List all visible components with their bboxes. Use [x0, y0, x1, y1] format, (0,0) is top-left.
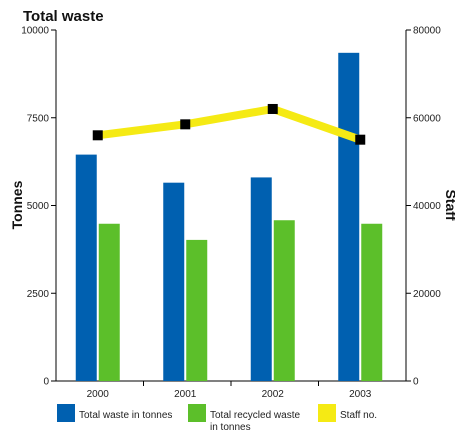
y-tick-label: 7500: [27, 113, 50, 124]
y-axis-title: Tonnes: [9, 180, 25, 229]
y-tick-label: 0: [43, 377, 49, 388]
bar-recycled-waste-2003: [361, 223, 383, 381]
bar-total-waste-2003: [338, 52, 360, 381]
plot-area: 0 2500 5000 7500 10000 0 20000 40000 60000 80000 2…: [21, 26, 441, 401]
staff-marker-2002: [267, 103, 278, 114]
y2-axis-title: Staff: [443, 189, 455, 220]
staff-line: [97, 104, 362, 144]
y-tick-label: 5000: [27, 201, 50, 212]
legend-label: Staff no.: [340, 410, 377, 421]
y-tick-label: 2500: [27, 289, 50, 300]
legend-swatch: [318, 404, 336, 422]
legend: Total waste in tonnes Total recycled wast…: [57, 404, 377, 433]
y-tick-label: 10000: [21, 26, 49, 37]
y2-tick-label: 40000: [413, 201, 441, 212]
bar-total-waste-2001: [163, 182, 185, 381]
y2-tick-label: 0: [413, 377, 419, 388]
staff-marker-2000: [92, 130, 103, 141]
legend-label: Total waste in tonnes: [79, 410, 172, 421]
y2-tick-label: 20000: [413, 289, 441, 300]
legend-swatch: [188, 404, 206, 422]
staff-marker-2003: [355, 134, 366, 145]
legend-label: in tonnes: [210, 422, 251, 433]
staff-marker-2001: [180, 119, 191, 130]
bar-total-waste-2002: [250, 177, 272, 381]
bar-total-waste-2000: [75, 154, 97, 381]
legend-swatch: [57, 404, 75, 422]
x-tick-label: 2002: [262, 389, 285, 400]
x-tick-label: 2000: [87, 389, 110, 400]
chart-title: Total waste: [23, 8, 104, 25]
y2-tick-label: 80000: [413, 26, 441, 37]
y2-tick-label: 60000: [413, 113, 441, 124]
legend-label: Total recycled waste: [210, 410, 300, 421]
bar-recycled-waste-2000: [98, 223, 120, 381]
bar-recycled-waste-2002: [273, 220, 295, 381]
x-tick-label: 2003: [349, 389, 372, 400]
x-tick-label: 2001: [174, 389, 197, 400]
bar-recycled-waste-2001: [186, 239, 208, 381]
